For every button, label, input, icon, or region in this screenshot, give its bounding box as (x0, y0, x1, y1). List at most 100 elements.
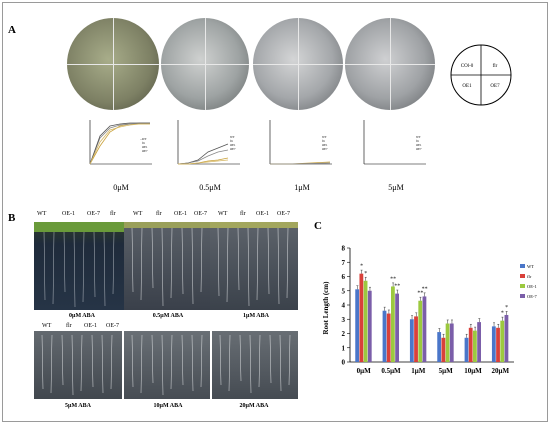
panel-b-letter: B (8, 212, 16, 224)
layout-q2: flr (493, 64, 498, 69)
legend-1-oe1: OE1 (230, 143, 236, 147)
significance-mark: * (364, 271, 367, 277)
germination-plot-1um: WT flr OE1 OE7 (269, 120, 332, 165)
bar-WT-4 (464, 337, 469, 362)
x-tick-label: 20μM (492, 367, 510, 375)
hdr-1-oe1: OE-1 (174, 211, 187, 217)
hdr-0-wt: WT (37, 211, 47, 217)
significance-mark: ** (422, 286, 428, 292)
bar-OE-1-1 (391, 286, 395, 362)
bar-flr-4 (468, 327, 473, 362)
chart-ylabel: Root Length (cm) (322, 281, 330, 335)
legend-0-oe1: OE1 (142, 145, 148, 149)
y-tick-label: 4 (342, 302, 346, 310)
bar-WT-1 (382, 310, 387, 362)
hdr-b-flr: flr (66, 323, 72, 329)
x-tick-label: 0μM (357, 367, 371, 375)
legend-swatch-WT (520, 264, 525, 268)
bar-OE-1-2 (418, 300, 423, 362)
x-tick-label: 10μM (464, 367, 482, 375)
significance-mark: ** (394, 284, 400, 290)
x-tick-label: 5μM (439, 367, 453, 375)
bar-OE-7-4 (477, 322, 481, 362)
legend-0-flr: flr (142, 141, 145, 145)
legend-3-oe1: OE1 (416, 143, 422, 147)
legend-0-wt: WT (142, 137, 147, 141)
y-tick-label: 7 (342, 259, 346, 267)
legend-label-WT: WT (527, 264, 534, 269)
germination-plot-5um: WT flr OE1 OE7 (363, 120, 426, 165)
legend-swatch-OE-7 (520, 294, 525, 298)
bar-flr-2 (414, 316, 418, 362)
plate-5um (345, 18, 435, 110)
plate-layout-diagram: COl-0 flr OE1 OE7 (450, 44, 512, 106)
y-tick-label: 0 (342, 359, 346, 367)
bar-OE-1-5 (500, 320, 505, 362)
hdr-0-flr: flr (110, 211, 116, 217)
legend-3-flr: flr (416, 139, 419, 143)
legend-swatch-OE-1 (520, 284, 525, 288)
bar-WT-2 (409, 319, 414, 362)
legend-label-OE-7: OE-7 (527, 294, 537, 299)
photo-label-1um: 1μM ABA (243, 313, 269, 319)
bar-OE-7-1 (395, 293, 399, 362)
significance-mark: ** (390, 276, 396, 282)
hdr-2-wt: WT (218, 211, 228, 217)
bar-OE-7-2 (422, 296, 427, 362)
y-tick-label: 1 (342, 344, 346, 352)
layout-q4: OE7 (490, 84, 500, 89)
hdr-b-oe7: OE-7 (106, 323, 119, 329)
bar-WT-0 (355, 289, 360, 362)
hdr-1-flr: flr (156, 211, 162, 217)
hdr-b-wt: WT (42, 323, 52, 329)
hdr-b-oe1: OE-1 (84, 323, 97, 329)
legend-2-oe1: OE1 (322, 143, 328, 147)
legend-3-oe7: OE7 (416, 147, 422, 151)
photo-label-5um: 5μM ABA (65, 403, 91, 409)
condition-label-1um: 1μM (294, 183, 310, 192)
significance-mark: * (501, 311, 504, 317)
root-photo-20um (212, 331, 298, 399)
bar-OE-1-3 (445, 323, 450, 362)
plate-0-5um (161, 18, 249, 110)
significance-mark: * (360, 264, 363, 270)
legend-2-wt: WT (322, 135, 327, 139)
legend-3-wt: WT (416, 135, 421, 139)
hdr-1-oe7: OE-7 (194, 211, 207, 217)
root-photo-0-5um (124, 222, 210, 310)
bar-OE-7-0 (367, 290, 372, 362)
root-photo-1um (210, 222, 298, 310)
germination-plot-0-5um: WT flr OE1 OE7 (177, 120, 240, 165)
bar-OE-7-5 (504, 314, 509, 362)
germination-plot-0um: — WT flr OE1 OE7 (89, 120, 152, 165)
legend-1-oe7: OE7 (230, 147, 236, 151)
photo-label-0-5um: 0.5μM ABA (152, 313, 184, 319)
legend-2-flr: flr (322, 139, 325, 143)
panel-a-letter: A (8, 24, 16, 36)
layout-q1: COl-0 (461, 64, 474, 69)
plate-1um (253, 18, 343, 110)
bar-flr-3 (441, 337, 446, 362)
plate-0um (67, 18, 159, 110)
root-photo-0um (34, 222, 124, 310)
hdr-0-oe7: OE-7 (87, 211, 100, 217)
svg-text:—: — (139, 137, 144, 141)
panel-c-letter: C (314, 220, 322, 232)
bar-flr-5 (496, 327, 500, 362)
x-tick-label: 0.5μM (381, 367, 401, 375)
legend-label-OE-1: OE-1 (527, 284, 537, 289)
bar-OE-1-0 (363, 280, 368, 362)
y-tick-label: 6 (342, 273, 346, 281)
bar-OE-1-4 (473, 330, 477, 362)
legend-1-wt: WT (230, 135, 235, 139)
legend-2-oe7: OE7 (322, 147, 328, 151)
condition-label-0um: 0μM (113, 183, 129, 192)
legend-swatch-flr (520, 274, 525, 278)
legend-1-flr: flr (230, 139, 233, 143)
root-photo-10um (124, 331, 210, 399)
significance-mark: ** (417, 291, 423, 297)
photo-label-10um: 10μM ABA (153, 403, 183, 409)
photo-label-0um: 0μM ABA (69, 313, 95, 319)
